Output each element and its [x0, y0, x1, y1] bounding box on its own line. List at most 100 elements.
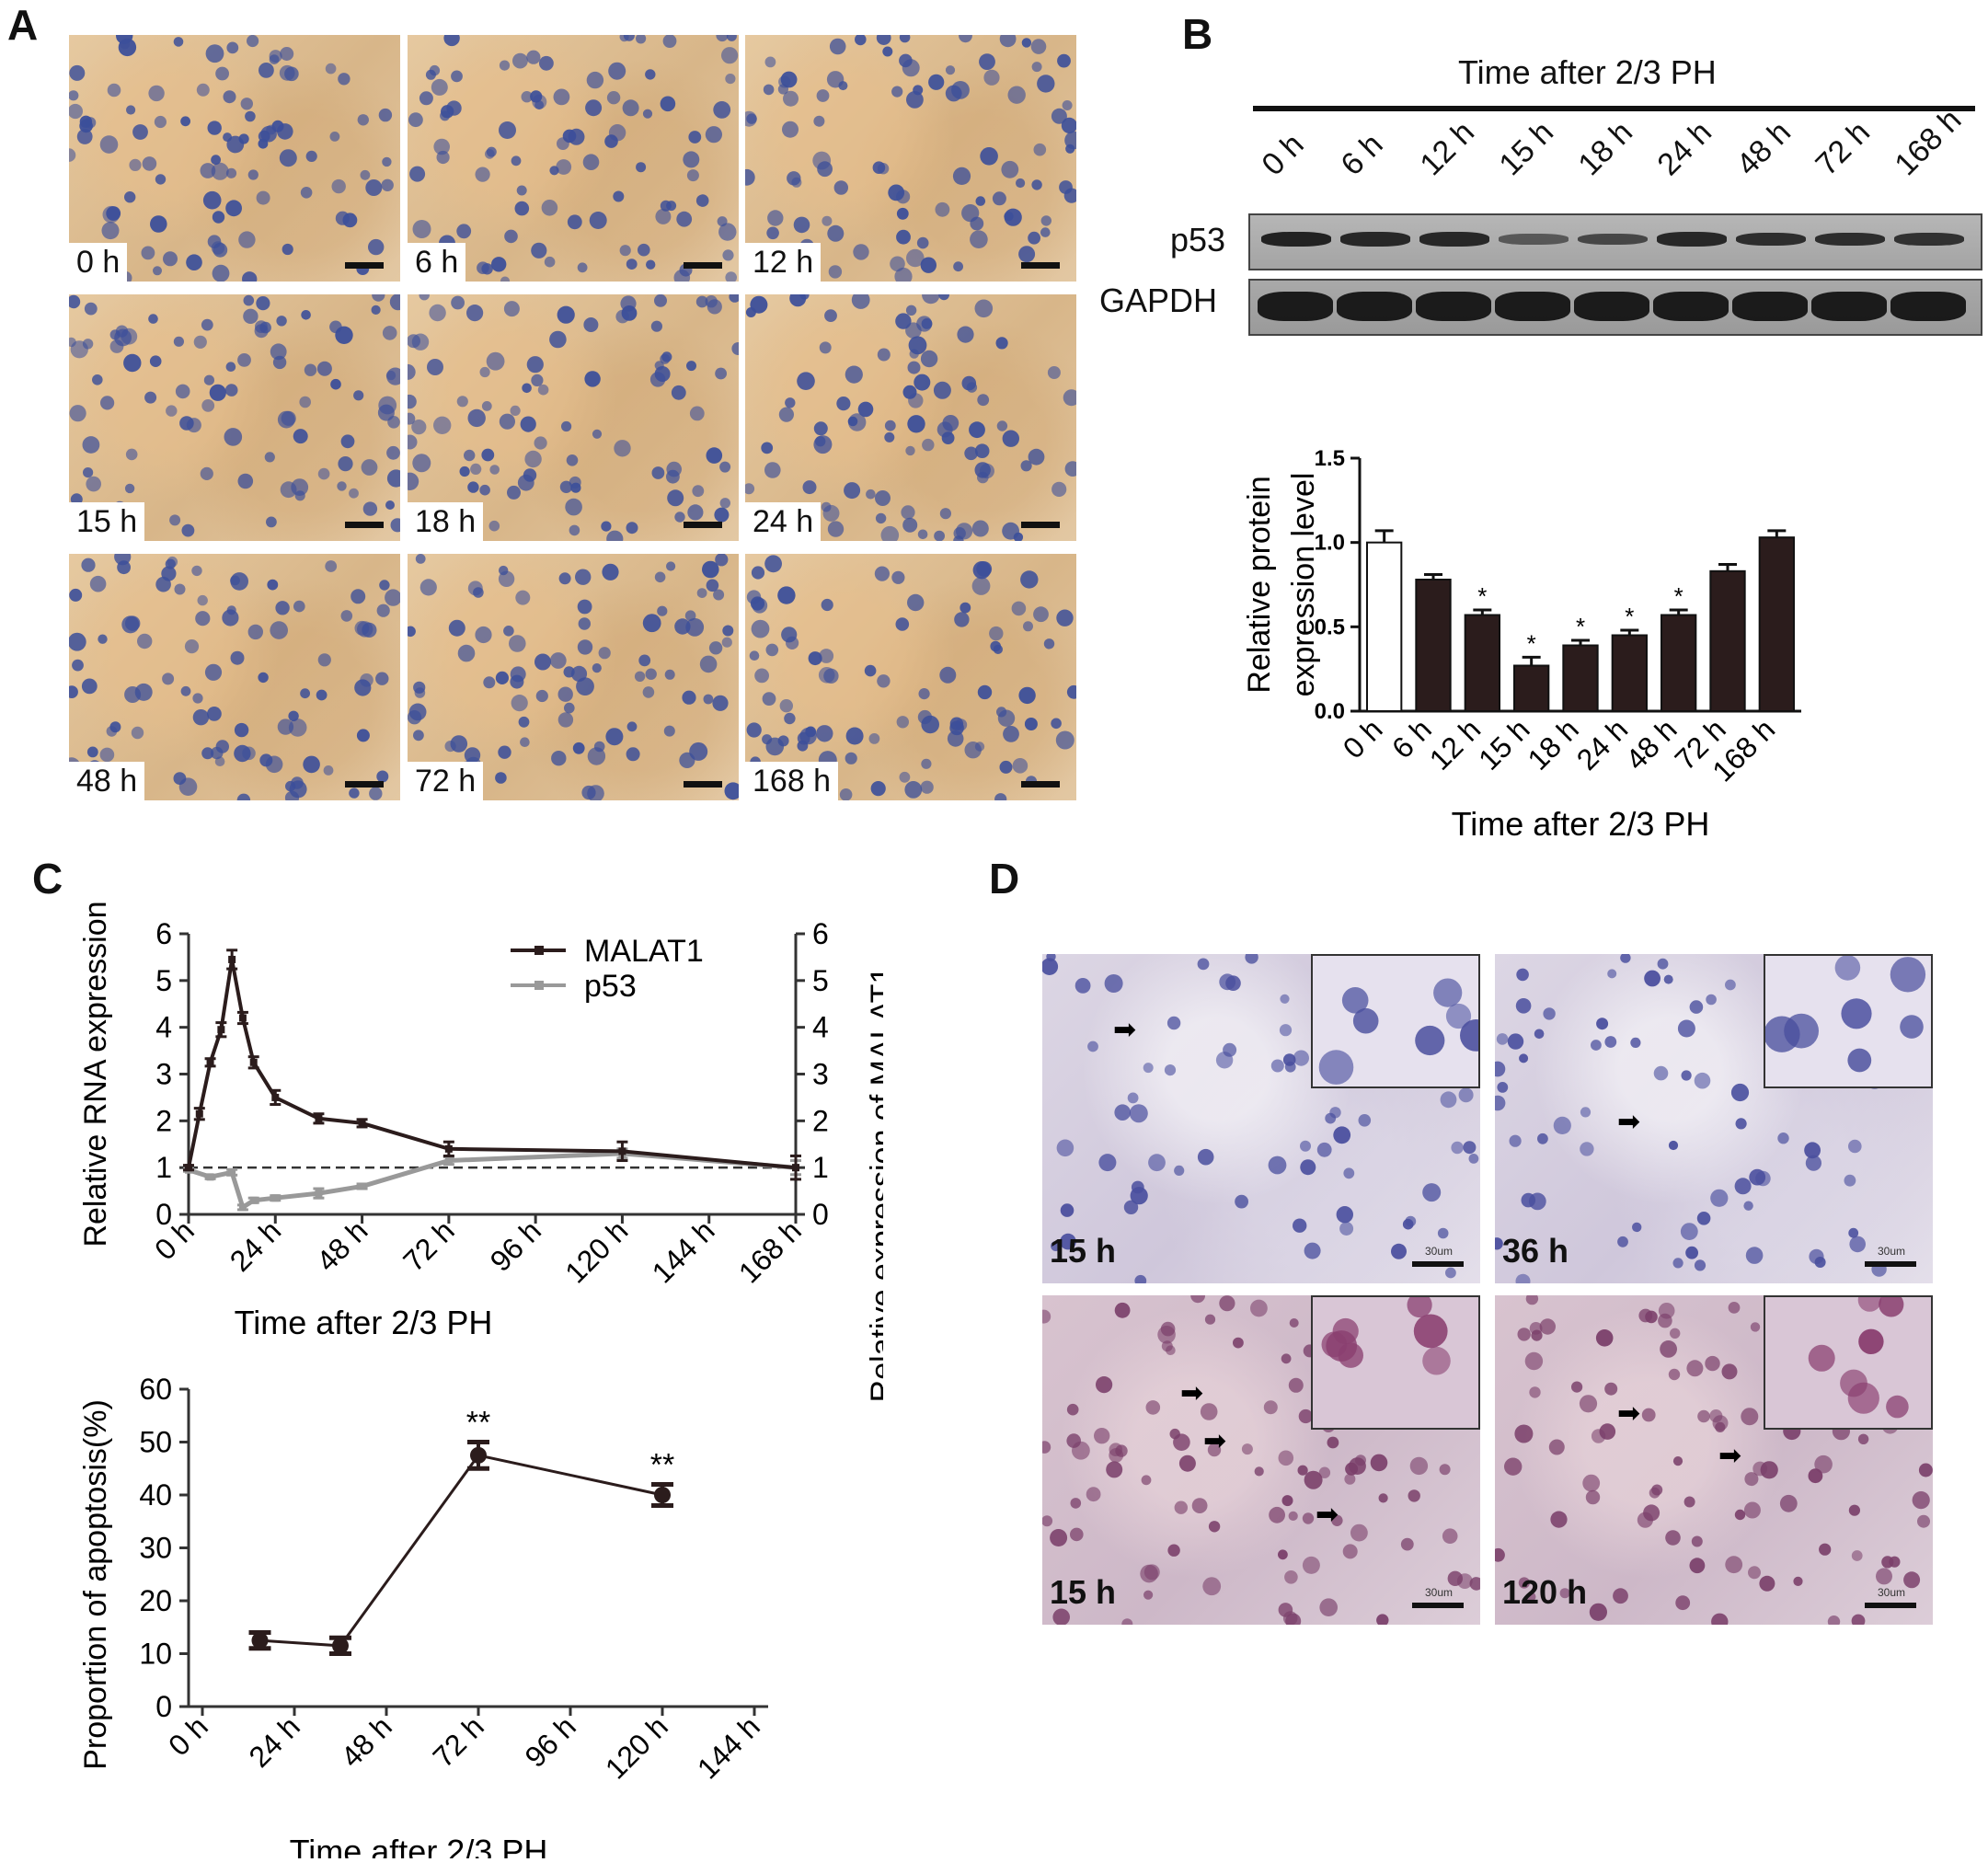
y-tick-label-right: 3	[812, 1058, 829, 1091]
bar-chart-protein-expression: 0.00.51.01.50 h6 h*12 h*15 h*18 h*24 h*4…	[1242, 446, 1801, 843]
significance-mark: **	[466, 1406, 490, 1441]
bar	[1660, 614, 1697, 712]
micrograph-texture	[745, 35, 1076, 282]
blot-lane-label: 12 h	[1413, 114, 1482, 183]
y-tick-label: 60	[139, 1373, 172, 1406]
x-tick-label: 12 h	[1423, 712, 1487, 776]
y-tick-label: 20	[139, 1584, 172, 1617]
y-tick-label-right: 6	[812, 917, 829, 950]
y-tick-label-right: 5	[812, 964, 829, 997]
y-tick-label: 3	[155, 1058, 172, 1091]
significance-mark: *	[1576, 613, 1585, 640]
micrograph-time-label: 15 h	[1050, 1573, 1117, 1611]
micrograph-time-label: 120 h	[1502, 1573, 1588, 1611]
data-point	[206, 1058, 214, 1066]
blot-header-line	[1253, 106, 1975, 111]
blot-lane-label: 48 h	[1729, 114, 1798, 183]
scale-bar	[684, 522, 722, 528]
blot-lane-label: 24 h	[1650, 114, 1719, 183]
scale-text: 30um	[1877, 1586, 1905, 1599]
x-tick-label: 72 h	[396, 1213, 460, 1277]
scale-bar	[1412, 1603, 1464, 1608]
bar	[1758, 536, 1796, 712]
blot-lane-label: 168 h	[1888, 102, 1969, 183]
data-point	[238, 1203, 247, 1212]
bar	[1366, 541, 1403, 712]
micrograph-texture	[69, 294, 400, 537]
arrow-icon: ➡	[1316, 1500, 1339, 1530]
bar	[1709, 569, 1746, 712]
scale-bar	[345, 262, 384, 269]
x-tick-label: 144 h	[646, 1213, 721, 1289]
data-point	[251, 1632, 269, 1650]
bar	[1611, 634, 1648, 712]
data-point	[206, 1173, 214, 1181]
y-axis-label-left: Relative RNA expression	[78, 901, 113, 1247]
scale-bar	[1865, 1261, 1916, 1267]
x-tick-label: 120 h	[599, 1709, 674, 1785]
x-tick-label: 18 h	[1521, 712, 1584, 776]
blot-strip-p53	[1248, 213, 1982, 270]
magnified-inset	[1764, 954, 1933, 1088]
micrograph-tile: 24 h	[745, 294, 1076, 541]
p53-band	[1736, 232, 1806, 247]
bar	[1562, 644, 1599, 712]
micrograph-time-label: 15 h	[1050, 1232, 1117, 1270]
micrograph-tile: 120 h 30um	[1495, 1295, 1933, 1625]
data-point	[249, 1058, 258, 1066]
y-tick-label: 30	[139, 1532, 172, 1565]
scale-bar	[1412, 1261, 1464, 1267]
micrograph-tile: 36 h 30um	[1495, 954, 1933, 1283]
p53-band	[1261, 232, 1331, 247]
micrograph-tile: 6 h	[408, 35, 739, 282]
data-point	[792, 1164, 799, 1172]
scale-text: 30um	[1877, 1245, 1905, 1258]
data-point	[217, 1026, 225, 1034]
data-point	[271, 1093, 280, 1101]
x-axis-label: Time after 2/3 PH	[1452, 805, 1710, 843]
magnified-inset	[1764, 1295, 1933, 1430]
scale-text: 30um	[1424, 1245, 1453, 1258]
arrow-icon: ➡	[1718, 1441, 1742, 1471]
gapdh-band	[1416, 292, 1491, 321]
y-tick-label: 50	[139, 1426, 172, 1459]
x-tick-label: 24 h	[224, 1213, 287, 1277]
scale-bar	[1021, 781, 1060, 788]
arrow-icon: ➡	[1203, 1426, 1227, 1456]
micrograph-time-label: 15 h	[69, 502, 145, 541]
x-tick-label: 96 h	[484, 1213, 547, 1277]
gapdh-band	[1258, 292, 1333, 321]
micrograph-tile: 15 h 30um	[1042, 954, 1480, 1283]
y-tick-label: 2	[155, 1104, 172, 1137]
p53-band	[1499, 234, 1569, 245]
gapdh-band	[1732, 292, 1808, 321]
data-point	[185, 1164, 192, 1172]
y-axis-label: expression level	[1286, 473, 1321, 697]
legend-marker	[534, 981, 544, 990]
data-point	[228, 955, 236, 963]
x-tick-label: 168 h	[732, 1213, 808, 1289]
y-axis-label: Relative protein	[1242, 476, 1277, 693]
y-tick-label-right: 0	[812, 1198, 829, 1231]
data-point	[195, 1109, 203, 1118]
micrograph-tile: 48 h	[69, 554, 400, 800]
panel-a-letter: A	[7, 1, 39, 49]
y-tick-label-right: 1	[812, 1151, 829, 1184]
micrograph-tile: 15 h	[69, 294, 400, 541]
blot-row-label-p53: p53	[1170, 221, 1226, 259]
scale-bar	[684, 262, 722, 269]
magnified-inset	[1311, 954, 1480, 1088]
x-tick-label: 24 h	[242, 1709, 305, 1773]
significance-mark: **	[650, 1448, 674, 1483]
gapdh-band	[1653, 292, 1729, 321]
data-point	[271, 1194, 280, 1202]
scale-bar	[1865, 1603, 1916, 1608]
blot-lane-label: 18 h	[1571, 114, 1640, 183]
significance-mark: *	[1625, 603, 1634, 630]
magnified-inset	[1311, 1295, 1480, 1430]
data-point	[228, 1168, 236, 1177]
y-tick-label: 1.0	[1315, 531, 1345, 556]
data-point	[249, 1196, 258, 1204]
series-line	[187, 959, 797, 1170]
